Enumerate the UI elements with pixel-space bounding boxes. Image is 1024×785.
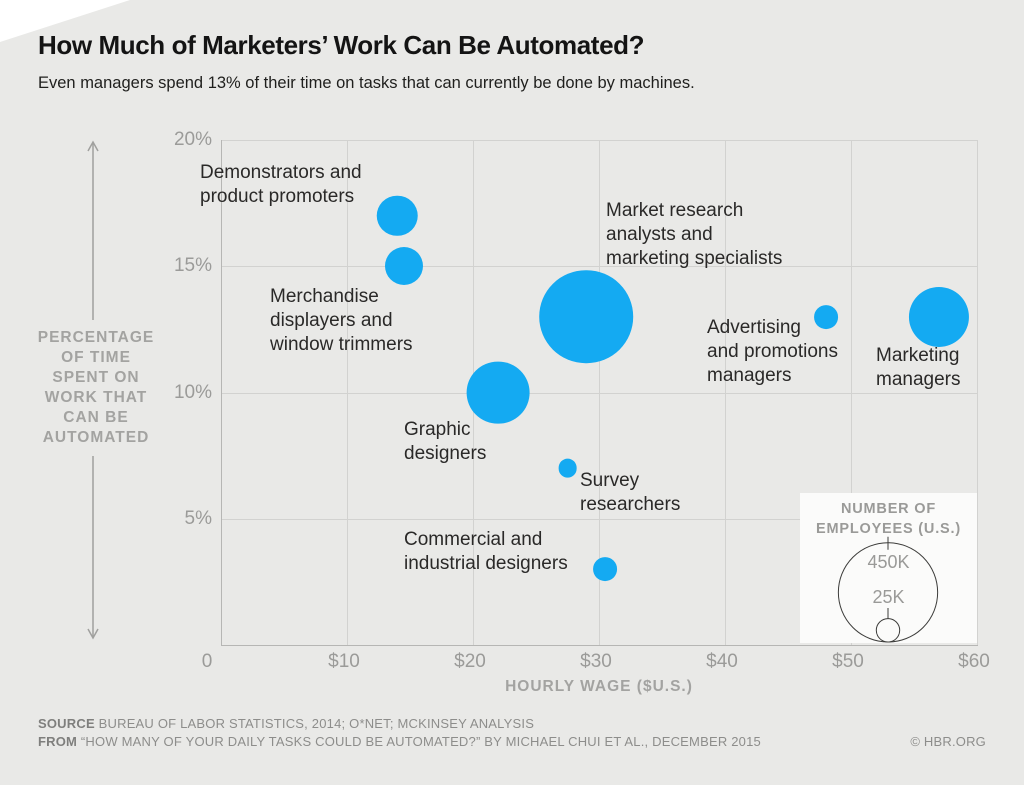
- bubble-label-survey-researchers: Survey researchers: [580, 469, 680, 517]
- bubble-label-line: Marketing: [876, 345, 960, 366]
- x-tick-$50: $50: [832, 651, 864, 672]
- x-tick-$40: $40: [706, 651, 738, 672]
- x-tick-$20: $20: [454, 651, 486, 672]
- x-tick-0: 0: [201, 651, 213, 672]
- bubble-label-marketing-managers: Marketing managers: [876, 344, 961, 392]
- footer-from-label: FROM: [38, 734, 78, 749]
- bubble-label-line: Demonstrators and: [200, 162, 362, 183]
- bubble-label-line: managers: [876, 369, 961, 390]
- y-axis-label-line: PERCENTAGE: [37, 329, 155, 346]
- gridline-v: [851, 140, 852, 645]
- bubble-label-advertising-promotions-managers: Advertising and promotions managers: [707, 316, 838, 388]
- y-tick-20%: 20%: [173, 129, 212, 150]
- bubble-label-line: analysts and: [606, 224, 713, 245]
- bubble-label-line: Advertising: [707, 317, 801, 338]
- legend-title-line: NUMBER OF: [841, 501, 936, 517]
- gridline-v: [347, 140, 348, 645]
- footer-from-text: “HOW MANY OF YOUR DAILY TASKS COULD BE A…: [80, 734, 761, 749]
- gridline-h: [222, 518, 978, 520]
- bubble-commercial-industrial-designers: [593, 557, 618, 582]
- x-tick-$10: $10: [328, 651, 360, 672]
- y-axis-label-line: AUTOMATED: [42, 429, 150, 446]
- bubble-advertising-promotions-managers: [813, 304, 838, 329]
- gridline-v: [599, 140, 600, 645]
- footer-from: FROM “HOW MANY OF YOUR DAILY TASKS COULD…: [38, 734, 858, 749]
- y-axis-label-line: CAN BE: [63, 409, 129, 426]
- bubble-label-line: displayers and: [270, 310, 393, 331]
- y-tick-5%: 5%: [184, 507, 212, 529]
- legend-value-25k: 25K: [872, 587, 905, 607]
- y-axis-label-line: WORK THAT: [44, 389, 148, 406]
- y-axis-label: PERCENTAGE OF TIME SPENT ON WORK THAT CAN BE…: [16, 328, 176, 448]
- y-axis-label-line: SPENT ON: [52, 369, 140, 386]
- gridline-h: [222, 392, 978, 394]
- gridline-v: [725, 140, 726, 645]
- bubble-label-line: Survey: [580, 470, 640, 491]
- x-tick-$60: $60: [958, 651, 990, 672]
- y-tick-15%: 15%: [173, 255, 212, 277]
- bubble-label-line: managers: [707, 365, 792, 386]
- x-tick-$30: $30: [580, 651, 612, 672]
- bubble-market-research-analysts: [539, 269, 634, 364]
- bubble-label-graphic-designers: Graphic designers: [404, 418, 486, 466]
- bubble-survey-researchers: [558, 458, 577, 478]
- x-axis-label: HOURLY WAGE ($U.S.): [505, 678, 693, 695]
- bubble-label-line: and promotions: [707, 341, 838, 362]
- legend-title: NUMBER OF EMPLOYEES (U.S.): [800, 499, 977, 539]
- page-title: How Much of Marketers’ Work Can Be Autom…: [38, 30, 645, 60]
- bubble-label-line: Commercial and: [404, 529, 543, 550]
- gridline-v: [977, 140, 978, 645]
- bubble-label-line: industrial designers: [404, 553, 568, 574]
- bubble-label-merchandise-displayers: Merchandise displayers and window trimmers: [270, 285, 413, 357]
- bubble-label-line: window trimmers: [270, 334, 413, 355]
- bubble-label-line: product promoters: [200, 186, 355, 207]
- bubble-label-line: researchers: [580, 494, 681, 515]
- bubble-label-line: Market research: [606, 200, 744, 221]
- bubble-graphic-designers: [466, 361, 530, 424]
- footer-source-label: SOURCE: [38, 716, 95, 731]
- footer-source: SOURCE BUREAU OF LABOR STATISTICS, 2014;…: [38, 716, 858, 731]
- gridline-h: [222, 140, 978, 141]
- copyright: © HBR.ORG: [910, 734, 986, 749]
- y-tick-10%: 10%: [173, 381, 212, 403]
- gridline-h: [222, 266, 978, 268]
- footer-source-text: BUREAU OF LABOR STATISTICS, 2014; O*NET;…: [98, 716, 535, 731]
- y-axis-label-line: OF TIME: [61, 349, 131, 366]
- legend-value-450k: 450K: [867, 552, 910, 572]
- bubble-label-demonstrators: Demonstrators and product promoters: [200, 161, 362, 209]
- bubble-label-line: Graphic: [404, 419, 471, 440]
- bubble-label-line: Merchandise: [270, 286, 379, 307]
- bubble-merchandise-displayers: [384, 247, 423, 286]
- bubble-label-commercial-industrial-designers: Commercial and industrial designers: [404, 528, 568, 576]
- bubble-label-market-research-analysts: Market research analysts and marketing spe…: [606, 199, 782, 271]
- bubble-demonstrators: [377, 195, 418, 237]
- bubble-label-line: designers: [404, 443, 487, 464]
- bubble-marketing-managers: [909, 286, 970, 347]
- bubble-label-line: marketing specialists: [606, 248, 783, 269]
- page-subtitle: Even managers spend 13% of their time on…: [38, 74, 695, 92]
- legend-title-line: EMPLOYEES (U.S.): [816, 521, 961, 537]
